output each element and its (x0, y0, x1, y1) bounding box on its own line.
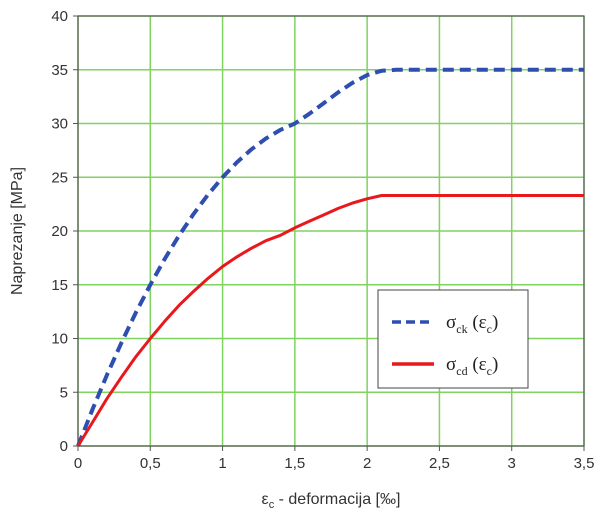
y-tick-label: 0 (60, 438, 68, 455)
legend: σck (εc) σcd (εc) (377, 289, 529, 389)
series-line-sigma-ck (76, 67, 584, 447)
y-axis-label: Naprezanje [MPa] (9, 167, 26, 295)
x-axis-label-subscript: c (269, 499, 275, 511)
series-layer (76, 67, 584, 447)
x-axis-label-text: - deformacija [‰] (274, 491, 400, 508)
x-tick-label: 3 (508, 455, 516, 472)
x-tick-label: 2 (363, 455, 371, 472)
y-tick-label: 35 (51, 62, 68, 79)
y-tick-label: 10 (51, 331, 68, 348)
y-tick-label: 5 (60, 384, 68, 401)
y-tick-label: 40 (51, 8, 68, 25)
x-tick-label: 0 (74, 455, 82, 472)
y-tick-label: 15 (51, 277, 68, 294)
x-axis-label-symbol: ε (262, 491, 269, 508)
x-axis-label: εc - deformacija [‰] (262, 491, 401, 511)
x-tick-label: 3,5 (574, 455, 595, 472)
x-tick-label: 0,5 (140, 455, 161, 472)
series-line-sigma-cd (76, 194, 584, 447)
x-tick-label: 1,5 (284, 455, 305, 472)
x-tick-label: 1 (218, 455, 226, 472)
y-tick-label: 30 (51, 116, 68, 133)
x-tick-label: 2,5 (429, 455, 450, 472)
legend-box (377, 289, 529, 389)
y-tick-label: 25 (51, 169, 68, 186)
tick-labels: 0 0,5 1 1,5 2 2,5 3 3,5 0 5 10 15 20 25 30 35 40 (51, 8, 594, 472)
y-tick-label: 20 (51, 223, 68, 240)
legend-label-sigma-cd: σcd (εc) (446, 354, 498, 378)
legend-label-sigma-ck: σck (εc) (446, 312, 498, 336)
